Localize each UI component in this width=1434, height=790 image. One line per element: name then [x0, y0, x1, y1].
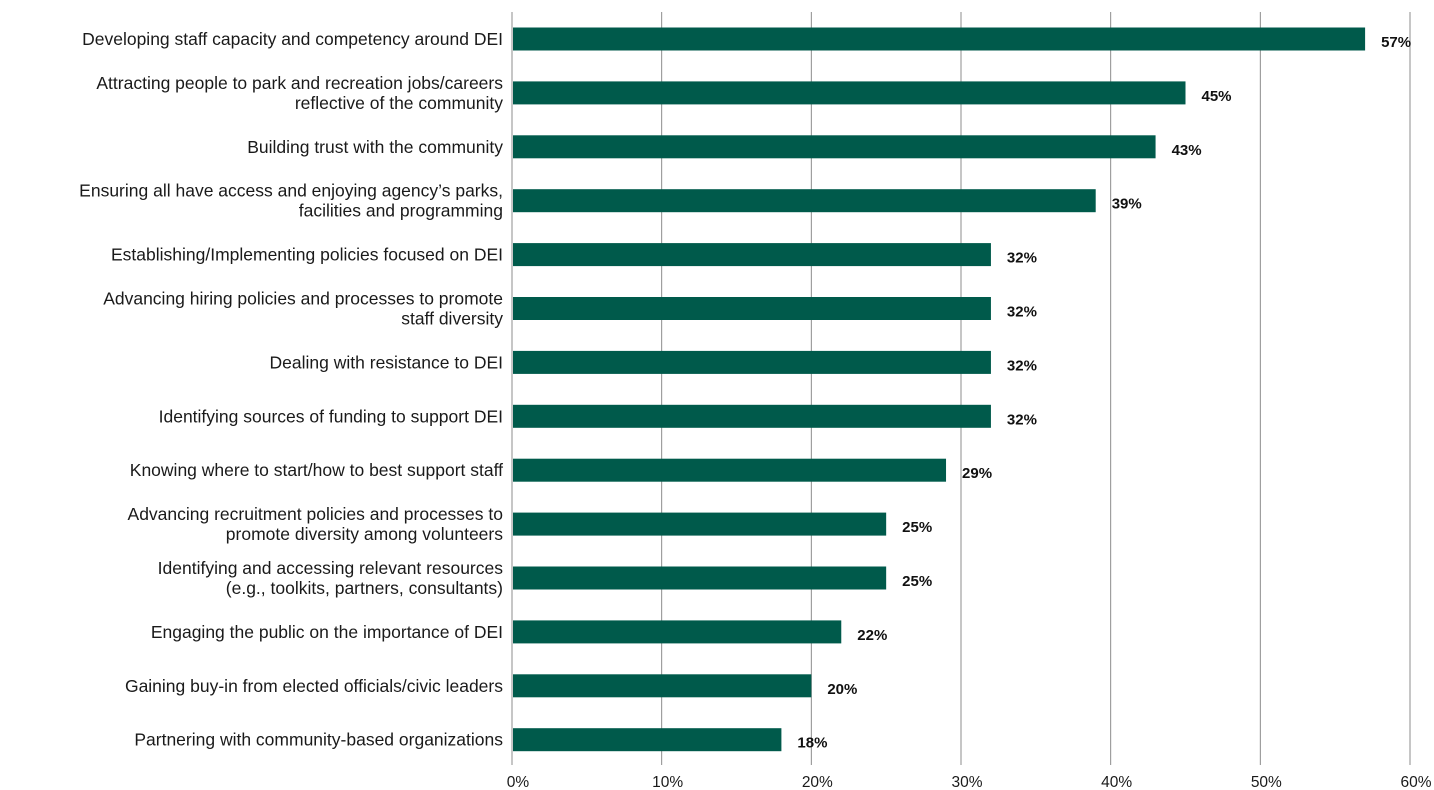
- data-label: 25%: [902, 519, 932, 536]
- data-label: 32%: [1007, 250, 1037, 267]
- x-tick-label: 10%: [652, 774, 683, 790]
- data-label: 25%: [902, 573, 932, 590]
- bar: [513, 81, 1186, 105]
- x-tick-label: 0%: [507, 774, 530, 790]
- category-label: Ensuring all have access and enjoying ag…: [79, 181, 503, 221]
- data-label: 39%: [1112, 196, 1142, 213]
- category-label: Attracting people to park and recreation…: [96, 73, 503, 113]
- category-label: Partnering with community-based organiza…: [134, 730, 503, 750]
- data-label: 29%: [962, 465, 992, 482]
- bar: [513, 27, 1366, 51]
- bar: [513, 404, 991, 428]
- bar: [513, 566, 887, 590]
- category-label: Advancing recruitment policies and proce…: [128, 504, 504, 544]
- category-label: Identifying sources of funding to suppor…: [159, 406, 503, 426]
- data-label: 32%: [1007, 304, 1037, 321]
- category-label: Identifying and accessing relevant resou…: [158, 558, 504, 598]
- data-label: 45%: [1202, 88, 1232, 105]
- category-label: Dealing with resistance to DEI: [270, 352, 503, 372]
- data-label: 22%: [857, 627, 887, 644]
- bar: [513, 243, 991, 267]
- data-label: 57%: [1381, 34, 1411, 51]
- category-label: Building trust with the community: [247, 137, 503, 157]
- data-label: 32%: [1007, 411, 1037, 428]
- bar: [513, 350, 991, 374]
- category-label: Developing staff capacity and competency…: [82, 29, 503, 49]
- value-labels: 57% 45% 43% 39% 32% 32% 32% 32% 29% 25% 25% 22% 20% 1…: [797, 34, 1411, 752]
- category-labels: Developing staff capacity and competency…: [79, 29, 503, 750]
- gridlines: [511, 12, 1411, 765]
- data-label: 43%: [1172, 142, 1202, 159]
- bar: [513, 728, 782, 752]
- bars: [513, 27, 1366, 752]
- category-label: Advancing hiring policies and processes …: [103, 289, 503, 329]
- data-label: 18%: [797, 735, 827, 752]
- x-tick-label: 40%: [1101, 774, 1132, 790]
- bar: [513, 135, 1156, 159]
- bar: [513, 512, 887, 536]
- bar: [513, 189, 1096, 213]
- category-label: Gaining buy-in from elected officials/ci…: [125, 676, 503, 696]
- data-label: 32%: [1007, 357, 1037, 374]
- bar: [513, 297, 991, 320]
- category-label: Establishing/Implementing policies focus…: [111, 245, 503, 265]
- x-tick-label: 60%: [1400, 774, 1431, 790]
- bar: [513, 674, 812, 698]
- category-label: Knowing where to start/how to best suppo…: [130, 460, 503, 480]
- bar: [513, 620, 842, 644]
- x-tick-label: 20%: [802, 774, 833, 790]
- category-label: Engaging the public on the importance of…: [151, 622, 503, 642]
- data-label: 20%: [827, 681, 857, 698]
- x-axis-ticks: 0% 10% 20% 30% 40% 50% 60%: [507, 774, 1432, 790]
- x-tick-label: 30%: [951, 774, 982, 790]
- x-tick-label: 50%: [1251, 774, 1282, 790]
- bar: [513, 458, 947, 482]
